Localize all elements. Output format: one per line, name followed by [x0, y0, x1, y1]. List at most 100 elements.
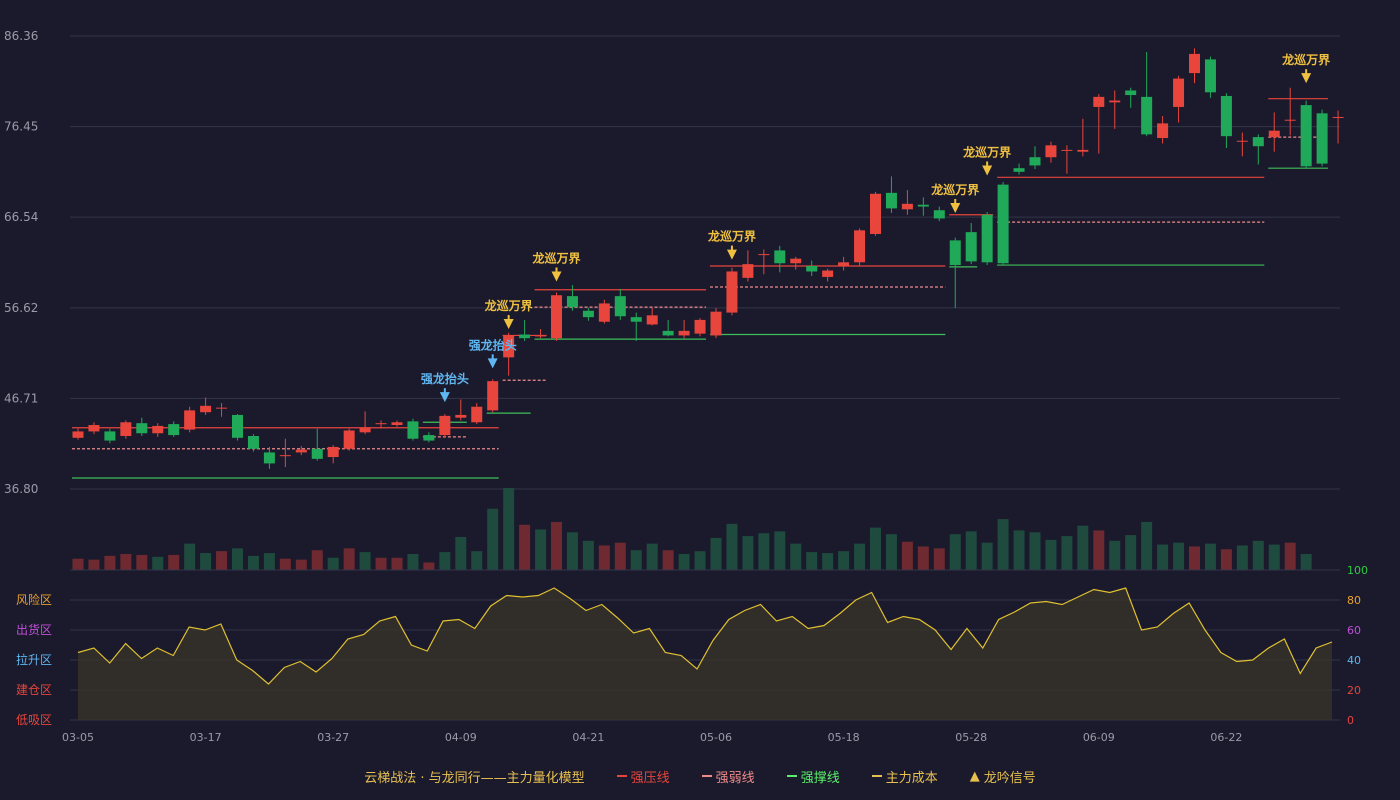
legend-label: 强撑线 [800, 770, 840, 786]
signal-arrow-icon [487, 358, 498, 369]
candle-body [1029, 157, 1041, 166]
legend-label: 主力成本 [885, 770, 938, 786]
volume-bar [200, 553, 212, 570]
volume-bar [72, 558, 84, 570]
volume-bar [758, 533, 770, 570]
volume-bar [391, 557, 403, 570]
volume-bar [104, 555, 116, 570]
oscillator-tick-label: 40 [1347, 654, 1361, 667]
volume-bar [662, 550, 674, 570]
volume-bar [965, 531, 977, 570]
volume-bar [247, 555, 259, 570]
x-tick-label: 05-18 [828, 731, 860, 744]
candle-body [997, 184, 1009, 264]
x-tick-label: 05-28 [955, 731, 987, 744]
volume-bar [455, 537, 467, 570]
signal-arrow-icon [1301, 73, 1312, 84]
signal-label: 强龙抬头 [469, 337, 517, 352]
volume-bar [152, 556, 164, 570]
stock-chart: 36.8046.7156.6266.5476.4586.36强龙抬头强龙抬头龙巡… [4, 29, 1368, 744]
candle-body [901, 203, 913, 210]
candle-body [152, 425, 164, 434]
price-tick-label: 66.54 [4, 210, 38, 224]
candle-body [822, 270, 834, 277]
candle-body [1252, 137, 1264, 147]
x-tick-label: 04-21 [572, 731, 604, 744]
candle-body [311, 448, 323, 459]
volume-bar [678, 553, 690, 570]
volume-bar [439, 552, 451, 570]
candle-body [391, 422, 403, 426]
triangle-icon: ▲ [969, 768, 980, 784]
candle-body [216, 407, 228, 409]
volume-bar [1252, 540, 1264, 570]
candle-body [295, 449, 307, 453]
signal-arrow-icon [982, 165, 993, 176]
volume-bar [375, 557, 387, 570]
candle-body [1189, 53, 1200, 74]
legend-model-title: 云梯战法 · 与龙同行——主力量化模型 [364, 770, 585, 786]
candle-body [104, 431, 116, 441]
candle-body [678, 330, 690, 336]
price-tick-label: 76.45 [4, 120, 38, 134]
candle-body [1204, 59, 1216, 93]
candle-body [774, 250, 786, 264]
candle-body [168, 424, 180, 436]
volume-bar [933, 548, 945, 570]
oscillator-tick-label: 0 [1347, 714, 1354, 727]
candle-body [1077, 149, 1089, 152]
volume-bar [359, 552, 371, 570]
candle-body [582, 310, 594, 318]
candle-body [407, 421, 419, 439]
x-tick-label: 05-06 [700, 731, 732, 744]
x-tick-label: 06-22 [1210, 731, 1242, 744]
candle-body [200, 405, 212, 413]
candle-body [614, 296, 626, 317]
volume-bar [1141, 521, 1153, 570]
candle-body [503, 335, 515, 358]
candle-body [1109, 100, 1121, 103]
legend-label: 强弱线 [715, 770, 755, 786]
volume-bar [1173, 542, 1185, 570]
candle-body [519, 334, 531, 339]
candle-body [1268, 130, 1280, 138]
candle-body [263, 452, 275, 464]
volume-bar [1093, 530, 1105, 570]
candle-body [1300, 105, 1312, 167]
volume-bar [1268, 544, 1280, 570]
x-tick-label: 04-09 [445, 731, 477, 744]
candle-body [949, 240, 961, 266]
candle-body [790, 258, 802, 264]
candle-body [136, 423, 148, 434]
legend-main-cost: 主力成本 [871, 767, 938, 786]
candle-body [726, 271, 738, 313]
candle-body [662, 330, 674, 336]
candle-body [439, 415, 451, 436]
candle-body [1173, 78, 1185, 107]
candle-body [1220, 95, 1232, 137]
price-tick-label: 36.80 [4, 482, 38, 496]
volume-bar [870, 527, 881, 570]
volume-bar [630, 550, 642, 570]
signal-arrow-icon [726, 249, 737, 260]
volume-bar [1204, 543, 1216, 570]
candle-body [232, 414, 243, 438]
price-tick-label: 56.62 [4, 301, 38, 315]
signal-label: 龙巡万界 [708, 229, 756, 244]
volume-bar [1125, 535, 1137, 570]
volume-bar [263, 553, 275, 570]
candle-body [630, 317, 642, 322]
candle-body [375, 423, 387, 425]
candle-body [535, 335, 547, 337]
volume-bar [822, 553, 834, 570]
candle-body [1236, 140, 1248, 142]
candle-body [343, 430, 355, 449]
candle-body [471, 406, 483, 423]
volume-bar [279, 558, 291, 570]
volume-bar [1029, 532, 1041, 570]
volume-bar [168, 554, 180, 570]
volume-bar [519, 524, 531, 570]
legend-weak-line: 强弱线 [701, 767, 755, 786]
candle-body [710, 311, 722, 336]
candle-body [327, 446, 339, 458]
